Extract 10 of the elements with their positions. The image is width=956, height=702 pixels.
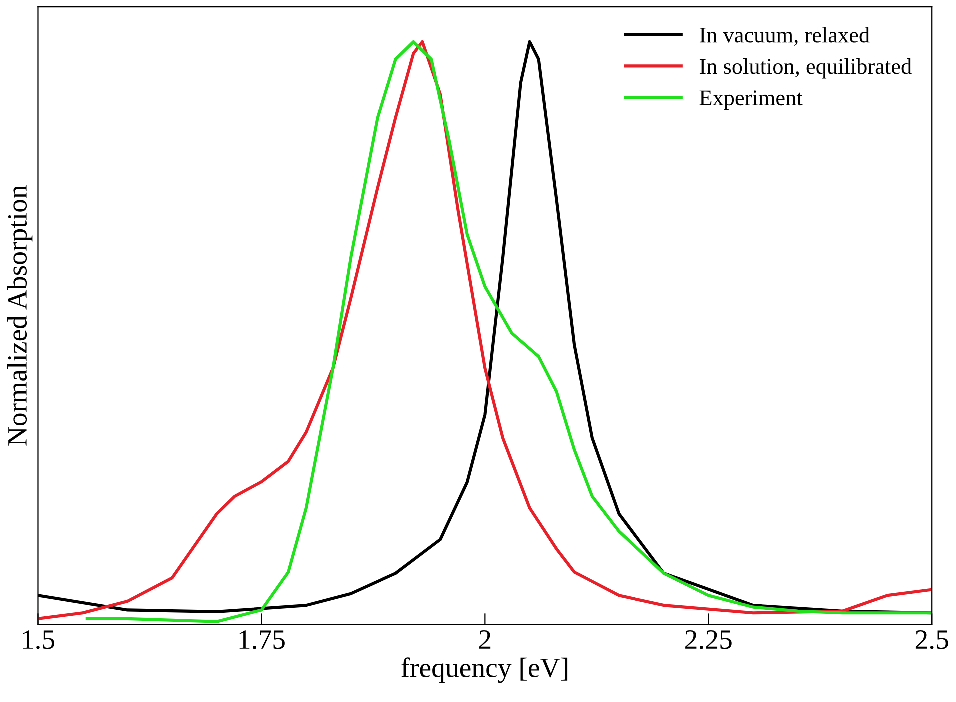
legend-label: Experiment [700,90,803,110]
x-tick-label: 2 [479,630,491,649]
x-axis-title: frequency [eV] [402,658,568,684]
x-tick-label: 1.75 [240,630,285,650]
legend-label: In solution, equilibrated [700,58,912,79]
legend-label: In vacuum, relaxed [700,27,870,46]
y-axis-title: Normalized Absorption [7,186,33,446]
x-tick-label: 2.25 [686,630,732,650]
x-tick-label: 2.5 [916,630,948,650]
x-tick-label: 1.5 [23,630,55,650]
